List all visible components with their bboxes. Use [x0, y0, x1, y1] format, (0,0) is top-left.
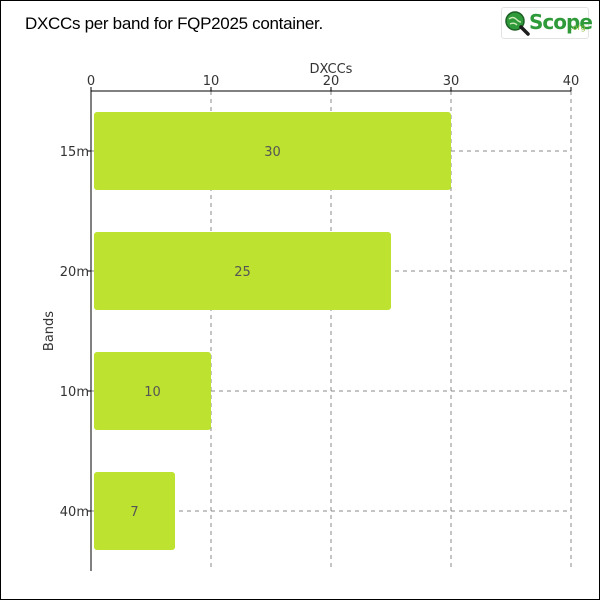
logo[interactable]: Scope .org [501, 7, 593, 39]
y-axis-title: Bands [42, 311, 57, 351]
y-tick-label: 40m [60, 505, 89, 520]
y-tick-label: 20m [60, 265, 89, 280]
bar[interactable] [94, 112, 451, 190]
bar[interactable] [94, 472, 175, 550]
x-tick-label: 0 [87, 74, 95, 89]
bar[interactable] [94, 232, 391, 310]
y-tick-label: 15m [60, 145, 89, 160]
bar-value-label: 10 [144, 385, 161, 400]
chart-title: DXCCs per band for FQP2025 container. [25, 14, 323, 33]
bar-layer: 30 25 10 7 [94, 112, 451, 550]
bar-value-label: 30 [264, 145, 281, 160]
x-tick-label: 30 [443, 74, 460, 89]
axis-layer: 0 10 20 30 40 15m 20m 10m 40m [60, 74, 579, 571]
magnifier-globe-icon [505, 11, 530, 36]
bar[interactable] [94, 352, 211, 430]
x-tick-label: 20 [323, 74, 340, 89]
x-axis-title: DXCCs [310, 62, 353, 77]
logo-text: Scope [529, 10, 593, 34]
y-tick-label: 10m [60, 385, 89, 400]
x-tick-label: 10 [203, 74, 220, 89]
x-tick-label: 40 [563, 74, 580, 89]
bar-value-label: 25 [234, 265, 251, 280]
bar-value-label: 7 [130, 505, 138, 520]
logo-subtext: .org [570, 23, 586, 32]
